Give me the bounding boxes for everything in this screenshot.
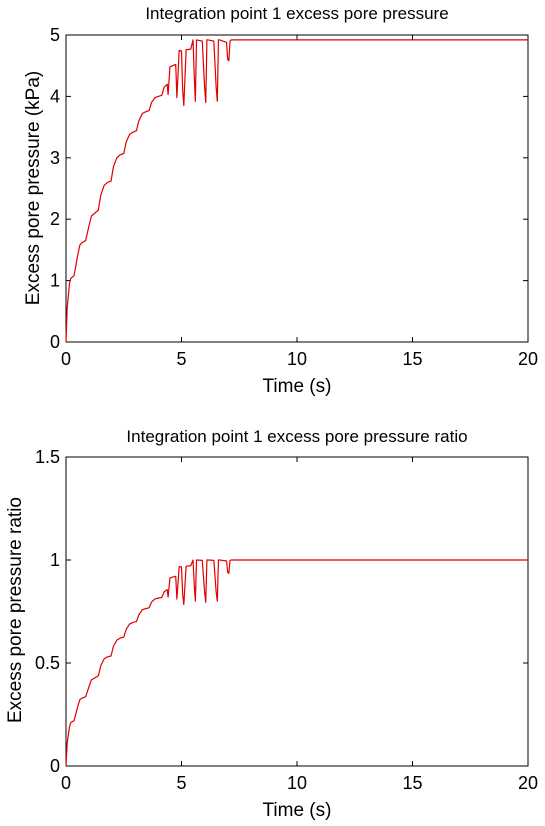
- x-axis-label: Time (s): [263, 800, 332, 821]
- y-axis-label: Excess pore pressure ratio: [5, 497, 26, 723]
- x-tick-label: 5: [176, 349, 186, 369]
- y-axis-label: Excess pore pressure (kPa): [23, 71, 44, 305]
- chart-title: Integration point 1 excess pore pressure…: [126, 427, 467, 446]
- x-tick-label: 0: [61, 349, 71, 369]
- x-axis-ticks: 0 5 10 15 20: [61, 35, 538, 369]
- x-tick-label: 20: [518, 349, 538, 369]
- x-tick-label: 10: [287, 773, 307, 793]
- y-tick-label: 5: [50, 25, 60, 45]
- y-axis-ticks: 0 0.5 1 1.5: [35, 447, 528, 776]
- y-tick-label: 1.5: [35, 447, 60, 467]
- y-tick-label: 3: [50, 148, 60, 168]
- x-tick-label: 5: [176, 773, 186, 793]
- x-axis-label: Time (s): [263, 376, 332, 397]
- pressure-series-line: [65, 39, 528, 343]
- y-tick-label: 0: [50, 332, 60, 352]
- y-axis-ticks: 0 1 2 3 4 5: [50, 25, 528, 352]
- y-tick-label: 1: [50, 550, 60, 570]
- y-tick-label: 2: [50, 209, 60, 229]
- x-tick-label: 0: [61, 773, 71, 793]
- x-tick-label: 10: [287, 349, 307, 369]
- x-tick-label: 15: [402, 773, 422, 793]
- chart-title: Integration point 1 excess pore pressure: [145, 4, 448, 23]
- y-tick-label: 4: [50, 86, 60, 106]
- x-axis-ticks: 0 5 10 15 20: [61, 457, 538, 793]
- chart-excess-pore-pressure: Integration point 1 excess pore pressure…: [23, 4, 538, 397]
- x-tick-label: 20: [518, 773, 538, 793]
- plot-area: [65, 456, 529, 767]
- x-tick-label: 15: [402, 349, 422, 369]
- plot-area: [65, 34, 529, 343]
- y-tick-label: 0.5: [35, 653, 60, 673]
- ratio-series-line: [65, 559, 528, 767]
- chart-excess-pore-pressure-ratio: Integration point 1 excess pore pressure…: [5, 427, 538, 821]
- y-tick-label: 1: [50, 271, 60, 291]
- y-tick-label: 0: [50, 756, 60, 776]
